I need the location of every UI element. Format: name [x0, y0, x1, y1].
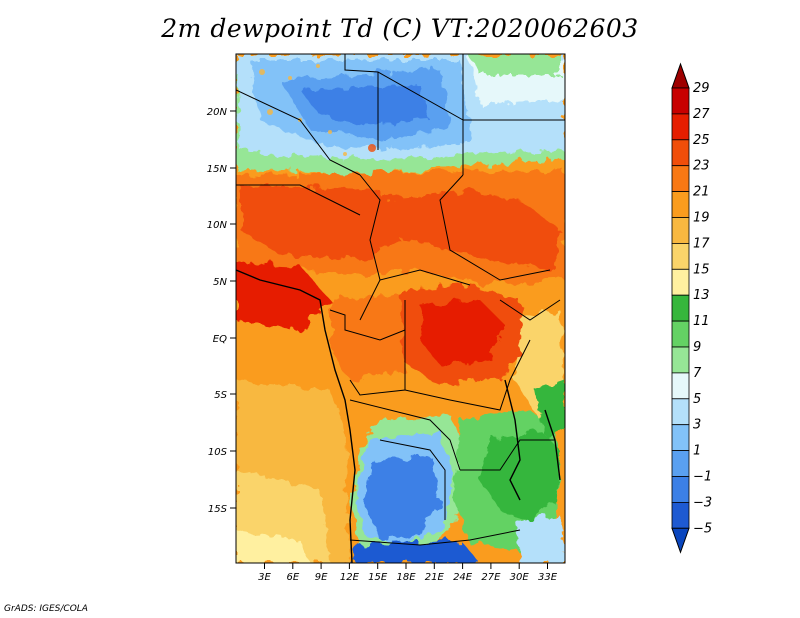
colorbar-label: 27: [693, 107, 710, 122]
page-title: 2m dewpoint Td (C) VT:2020062603: [161, 14, 639, 43]
colorbar-label: −1: [693, 470, 712, 485]
map-frame: [235, 53, 566, 564]
colorbar-label: 25: [693, 133, 710, 148]
colorbar-swatch: [671, 501, 690, 529]
colorbar-bottom-arrow: [671, 527, 690, 554]
colorbar-label: 15: [693, 262, 710, 277]
colorbar-swatch: [671, 476, 690, 503]
colorbar-label: 19: [693, 211, 710, 226]
grads-credit: GrADS: IGES/COLA: [4, 604, 88, 614]
colorbar-label: −3: [693, 495, 712, 510]
colorbar-swatch: [671, 217, 690, 244]
lon-tick-label: 30E: [510, 572, 530, 583]
colorbar-swatch: [671, 139, 690, 167]
lat-tick-label: 5S: [214, 390, 227, 401]
colorbar-label: 29: [693, 81, 710, 96]
colorbar-label: 13: [693, 288, 710, 303]
colorbar-swatch: [671, 113, 690, 141]
lat-tick-label: 15S: [208, 504, 228, 515]
colorbar-label: 21: [693, 185, 710, 200]
lon-tick-label: 33E: [538, 572, 558, 583]
lon-tick-label: 27E: [481, 572, 501, 583]
colorbar-label: 7: [693, 366, 702, 381]
coastline: [236, 269, 561, 563]
lat-tick-label: 10S: [208, 447, 228, 458]
colorbar-swatch: [671, 320, 690, 348]
colorbar-swatch: [671, 268, 690, 296]
colorbar: 29 27 25 23 21 19 17 15 13 11 9 7 5 3 1 −1 −3 −5: [671, 62, 712, 554]
colorbar-swatch: [671, 191, 690, 218]
lat-tick-label: 15N: [207, 164, 228, 175]
lat-tick-label: EQ: [213, 334, 227, 345]
lat-tick-label: 10N: [207, 220, 228, 231]
colorbar-swatch: [671, 242, 690, 270]
colorbar-label: −5: [693, 521, 712, 536]
lon-tick-label: 12E: [340, 572, 360, 583]
colorbar-label: 11: [693, 314, 710, 329]
lat-tick-label: 20N: [207, 107, 228, 118]
lon-tick-label: 24E: [453, 572, 473, 583]
lat-tick-label: 5N: [213, 277, 227, 288]
colorbar-swatch: [671, 165, 690, 192]
colorbar-swatch: [671, 450, 690, 477]
country-borders: [236, 54, 565, 546]
latitude-axis: 20N 15N 10N 5N EQ 5S 10S 15S: [207, 107, 236, 515]
lon-tick-label: 21E: [425, 572, 445, 583]
colorbar-label: 17: [693, 236, 710, 251]
colorbar-label: 3: [693, 418, 701, 433]
dewpoint-field: [236, 54, 565, 563]
colorbar-label: 9: [693, 340, 701, 355]
colorbar-swatch: [671, 87, 690, 115]
colorbar-swatch: [671, 398, 690, 426]
sahara-speckles: [259, 64, 376, 156]
colorbar-label: 5: [693, 392, 701, 407]
colorbar-label: 1: [693, 444, 701, 459]
longitude-axis: 3E 6E 9E 12E 15E 18E 21E 24E 27E 30E 33E: [258, 563, 558, 583]
colorbar-swatch: [671, 424, 690, 452]
lon-tick-label: 18E: [396, 572, 416, 583]
colorbar-swatch: [671, 346, 690, 374]
colorbar-swatch: [671, 294, 690, 322]
colorbar-label: 23: [693, 159, 710, 174]
lon-tick-label: 3E: [258, 572, 271, 583]
lon-tick-label: 6E: [286, 572, 299, 583]
lon-tick-label: 9E: [315, 572, 328, 583]
lon-tick-label: 15E: [368, 572, 388, 583]
colorbar-top-arrow: [671, 62, 690, 89]
colorbar-swatch: [671, 372, 690, 400]
